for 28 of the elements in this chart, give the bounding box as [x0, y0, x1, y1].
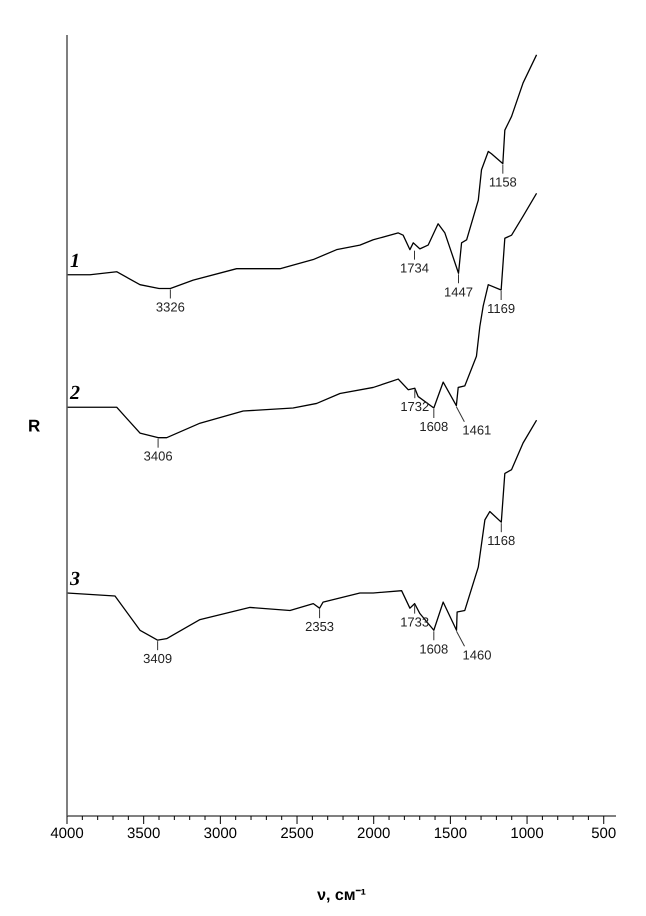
annotation: 1733	[400, 614, 430, 630]
annotation: 2353	[305, 619, 334, 634]
annotation: 1158	[488, 174, 517, 190]
x-tick-label: 1000	[510, 825, 544, 842]
annotation: 3406	[144, 448, 173, 464]
x-axis-title: ν, см⁻¹	[317, 887, 366, 904]
annotation: 1461	[462, 422, 492, 438]
annotation: 1608	[419, 641, 448, 656]
x-tick-label: 3000	[204, 825, 238, 842]
x-tick-label: 2000	[357, 825, 390, 842]
annotation: 1168	[487, 533, 516, 548]
x-tick-label: 3500	[126, 825, 160, 842]
annotation: 1169	[487, 301, 516, 316]
x-tick-label: 1500	[434, 825, 468, 842]
y-axis-title: R	[28, 416, 40, 436]
annotation: 3409	[143, 651, 172, 666]
x-tick-label: 4000	[50, 825, 84, 842]
annotation: 1734	[400, 260, 429, 276]
annotation: 3326	[156, 299, 185, 314]
annotation: 1447	[444, 284, 473, 300]
annotation: 1608	[419, 418, 448, 434]
series-label: 1	[70, 250, 80, 272]
x-tick-label: 500	[591, 825, 616, 842]
annotation: 1460	[462, 647, 492, 662]
series-label: 2	[69, 382, 80, 404]
annotation: 1732	[400, 399, 430, 414]
series-label: 3	[69, 568, 80, 590]
x-tick-label: 2500	[280, 825, 314, 842]
